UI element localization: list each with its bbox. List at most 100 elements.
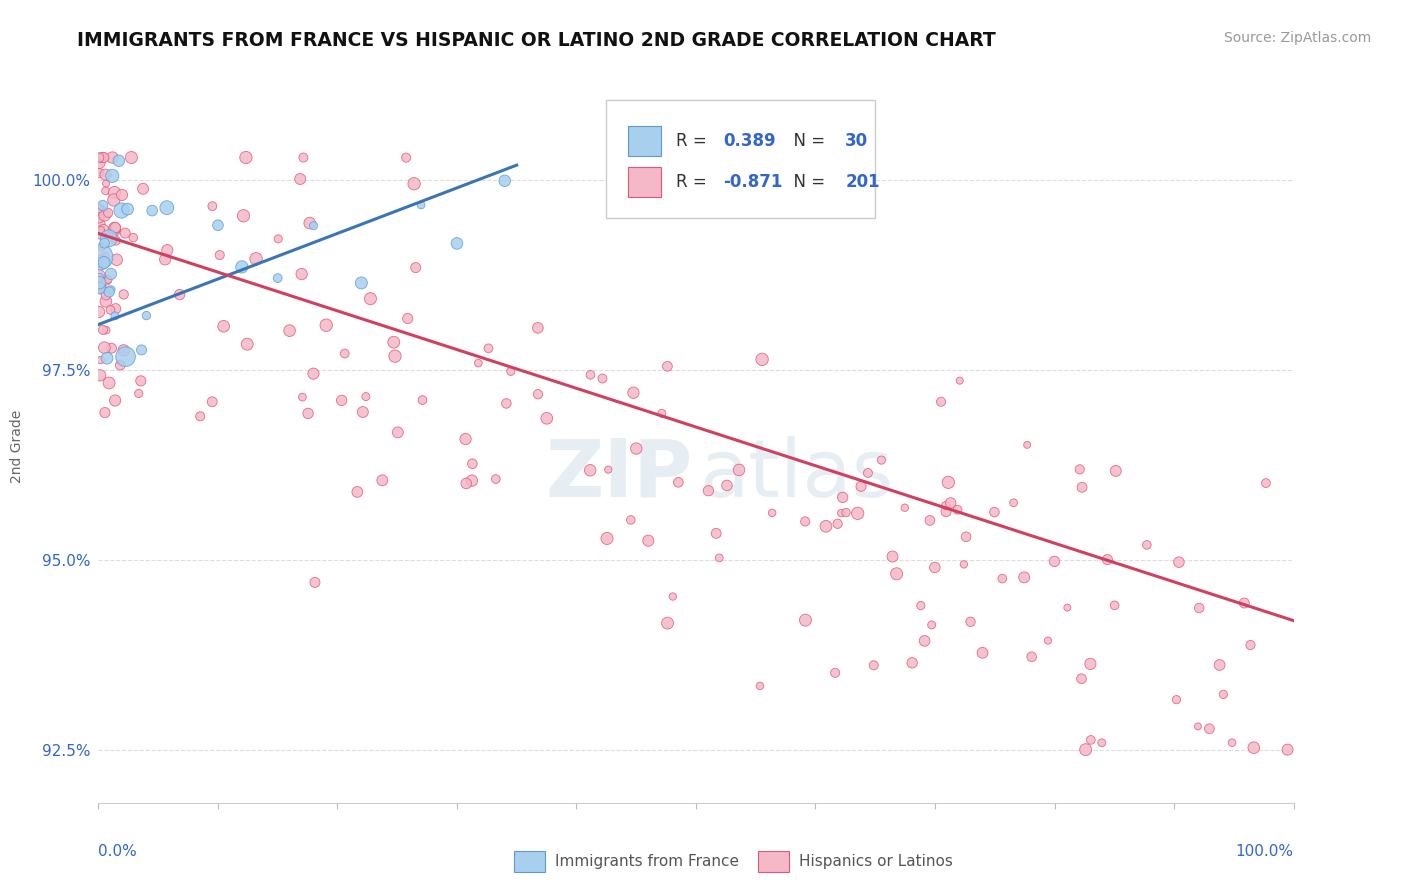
Point: [983, 505, 1005, 519]
Point: [620, 513, 643, 527]
Text: R =: R =: [676, 173, 711, 191]
Point: [103, 223, 125, 237]
Point: [536, 411, 558, 425]
Point: [495, 396, 517, 410]
Point: [697, 483, 720, 498]
Point: [666, 475, 689, 490]
Point: [91, 323, 114, 337]
Point: [105, 252, 128, 267]
Point: [153, 252, 176, 267]
Point: [527, 387, 550, 401]
Point: [1012, 570, 1035, 584]
FancyBboxPatch shape: [515, 851, 546, 872]
Point: [89, 151, 111, 165]
Text: 100.0%: 100.0%: [1236, 845, 1294, 860]
Point: [849, 479, 872, 493]
Point: [93, 151, 115, 165]
Point: [1168, 555, 1191, 569]
Point: [96, 351, 118, 366]
Point: [97, 231, 120, 245]
Point: [245, 252, 267, 266]
Point: [89, 155, 111, 169]
Point: [93, 222, 115, 236]
Point: [297, 406, 319, 420]
Point: [1243, 740, 1265, 755]
Point: [330, 393, 353, 408]
Point: [1002, 496, 1025, 510]
Text: N =: N =: [783, 173, 831, 191]
Point: [1091, 736, 1114, 750]
Text: R =: R =: [676, 132, 711, 150]
Point: [90, 255, 112, 269]
Point: [201, 394, 224, 409]
Point: [94, 250, 117, 264]
Point: [461, 474, 484, 488]
Point: [1105, 464, 1128, 478]
FancyBboxPatch shape: [758, 851, 789, 872]
Point: [1069, 462, 1091, 476]
Point: [1017, 438, 1039, 452]
Point: [97, 206, 120, 220]
Text: Source: ZipAtlas.com: Source: ZipAtlas.com: [1223, 31, 1371, 45]
Point: [953, 558, 976, 572]
Point: [1071, 480, 1094, 494]
Point: [91, 151, 114, 165]
Point: [354, 390, 377, 404]
Point: [117, 202, 139, 216]
Point: [90, 281, 112, 295]
Point: [94, 294, 117, 309]
Point: [107, 153, 129, 168]
Point: [862, 658, 884, 673]
Point: [90, 253, 112, 268]
Text: Hispanics or Latinos: Hispanics or Latinos: [799, 854, 953, 869]
Point: [914, 633, 936, 648]
Point: [267, 232, 290, 246]
Point: [120, 151, 142, 165]
Point: [100, 341, 122, 355]
Point: [89, 368, 111, 383]
Point: [456, 476, 478, 491]
Point: [824, 665, 846, 680]
Point: [972, 646, 994, 660]
Point: [814, 519, 837, 533]
Point: [461, 457, 484, 471]
Point: [924, 560, 946, 574]
Point: [100, 303, 122, 318]
Point: [104, 234, 127, 248]
Point: [395, 151, 418, 165]
Point: [98, 285, 121, 299]
Point: [89, 257, 111, 271]
Point: [1043, 554, 1066, 568]
Point: [1212, 687, 1234, 701]
Text: N =: N =: [783, 132, 831, 150]
Point: [835, 506, 858, 520]
Point: [626, 442, 648, 456]
Point: [104, 301, 127, 316]
Point: [1056, 600, 1078, 615]
Point: [1036, 633, 1059, 648]
Y-axis label: 2nd Grade: 2nd Grade: [10, 409, 24, 483]
Point: [651, 406, 673, 420]
Point: [709, 550, 731, 565]
Point: [208, 248, 231, 262]
Point: [856, 466, 879, 480]
Point: [657, 359, 679, 374]
Point: [333, 346, 356, 360]
Point: [97, 273, 120, 287]
Point: [901, 656, 924, 670]
Point: [346, 484, 368, 499]
Point: [405, 260, 427, 275]
Point: [128, 386, 150, 401]
Point: [831, 491, 853, 505]
Point: [93, 255, 115, 269]
Point: [1198, 722, 1220, 736]
Point: [1233, 596, 1256, 610]
Point: [886, 566, 908, 581]
Point: [298, 216, 321, 230]
Point: [467, 356, 489, 370]
Point: [946, 502, 969, 516]
Point: [104, 393, 127, 408]
Point: [1166, 692, 1188, 706]
Point: [830, 506, 852, 520]
Point: [935, 499, 957, 513]
